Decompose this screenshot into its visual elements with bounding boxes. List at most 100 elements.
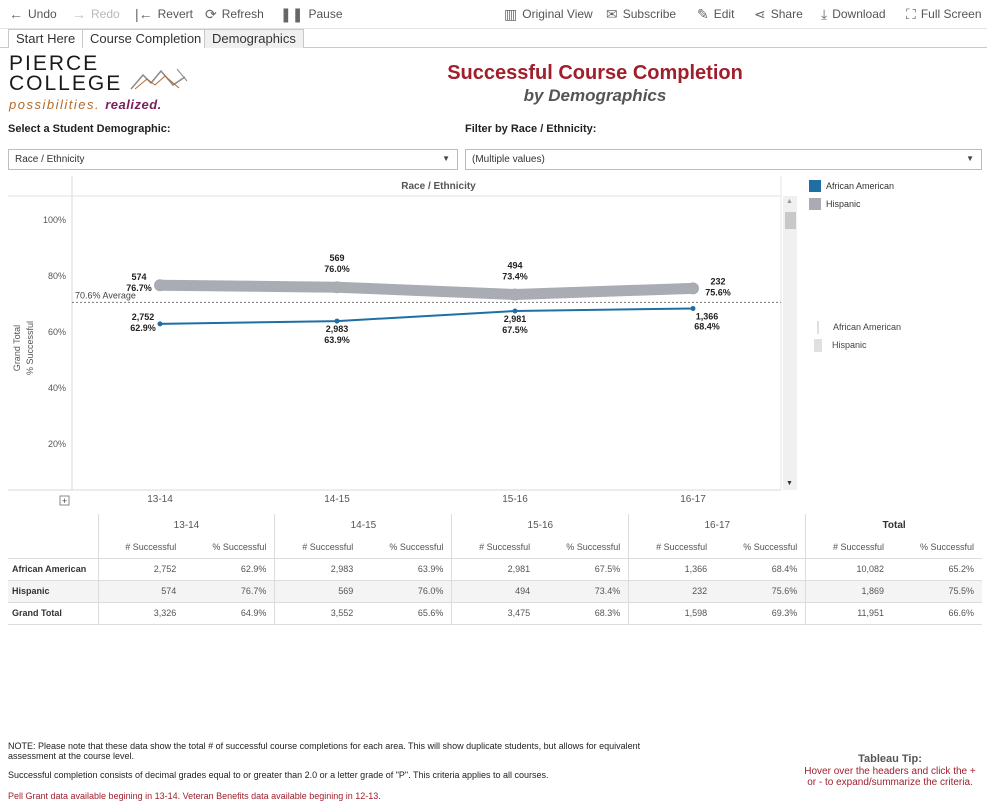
table-sub-header: # Successful [451,536,539,558]
line-chart: Race / Ethnicity 20% 40% 60% 80% 100% Grand To… [8,176,797,508]
data-label-count: 574 [131,272,146,282]
original-view-button[interactable]: ▥ Original View [504,7,593,21]
data-label-count: 2,752 [132,312,155,322]
table-cell: 73.4% [538,579,629,602]
scroll-thumb[interactable] [785,212,796,229]
data-label-count: 2,983 [326,324,349,334]
table-sub-header: % Successful [566,541,621,552]
data-point [154,279,166,292]
data-label-count: 569 [329,253,344,263]
legend-item-hispanic[interactable]: Hispanic [809,195,894,213]
demographic-select[interactable]: Race / Ethnicity ▼ [8,149,458,170]
data-label-percent: 67.5% [502,325,528,335]
page-title: Successful Course Completion [447,62,743,84]
table-cell: 2,752 [97,557,185,580]
table-year-header[interactable]: 13-14 [97,514,275,536]
table-row-label[interactable]: African American [8,557,98,580]
subscribe-label: Subscribe [622,7,677,21]
note-completion-criteria: Successful completion consists of decima… [8,770,549,780]
full-screen-button[interactable]: ⛶ Full Screen [906,7,982,21]
table-cell: 76.0% [361,579,452,602]
y-axis-label-2: % Successful [25,321,35,375]
table-year-header[interactable]: 14-15 [274,514,452,536]
undo-button[interactable]: ← Undo [9,7,57,21]
download-button[interactable]: ⤓ Download [821,7,886,21]
legend-item-african-american[interactable]: African American [809,177,894,195]
table-year-header[interactable]: 16-17 [628,514,806,536]
legend-swatch [809,180,821,192]
y-tick-label: 100% [43,215,66,225]
tip-line2: or - to expand/summarize the criteria. [807,777,973,788]
race-filter-label: Filter by Race / Ethnicity: [465,123,597,135]
demographic-filter-label: Select a Student Demographic: [8,123,171,135]
revert-button[interactable]: |← Revert [135,7,193,21]
data-label-percent: 73.4% [502,271,528,281]
data-label-percent: 75.6% [705,287,731,297]
table-sub-header: % Successful [389,541,444,552]
redo-button[interactable]: → Redo [72,7,120,21]
table-sub-header-row: # Successful % Successful # Successful %… [8,536,982,558]
tab-start-here[interactable]: Start Here [8,29,84,48]
table-cell: 63.9% [361,557,452,580]
demographic-select-value: Race / Ethnicity [15,154,85,165]
table-row-label[interactable]: Hispanic [8,579,98,602]
table-cell: 75.6% [715,579,806,602]
size-swatch [817,320,823,334]
pencil-icon: ✎ [697,6,709,22]
subscribe-button[interactable]: ✉ Subscribe [606,7,676,21]
table-cell: 494 [451,579,539,602]
data-point [157,321,163,327]
size-legend-item-african-american[interactable]: African American [814,318,901,336]
data-point [512,308,518,314]
chart-svg: Race / Ethnicity 20% 40% 60% 80% 100% Grand To… [8,176,782,506]
table-cell: 68.4% [715,557,806,580]
y-tick-label: 20% [48,439,66,449]
undo-label: Undo [28,7,57,21]
table-row-label[interactable]: Grand Total [8,601,98,625]
table-year-header[interactable]: 15-16 [451,514,629,536]
tab-course-completion[interactable]: Course Completion [82,29,210,48]
scroll-down-icon[interactable]: ▼ [786,480,793,487]
revert-icon: |← [135,6,153,22]
expand-plus-icon [59,495,70,506]
logo-line2: COLLEGE [9,72,123,95]
refresh-icon: ⟳ [205,6,217,22]
table-cell: 1,366 [628,557,716,580]
table-cell: 10,082 [805,557,893,580]
race-select[interactable]: (Multiple values) ▼ [465,149,982,170]
y-tick-label: 60% [48,327,66,337]
data-label-percent: 62.9% [130,323,156,333]
undo-arrow-icon: ← [9,6,23,22]
refresh-button[interactable]: ⟳ Refresh [205,7,264,21]
pause-button[interactable]: ❚❚ Pause [280,7,343,21]
tip-line1: Hover over the headers and click the + [804,766,976,777]
edit-button[interactable]: ✎ Edit [697,7,734,21]
chart-scrollbar[interactable]: ▲ ▼ [783,196,797,490]
table-cell: 67.5% [538,557,629,580]
chevron-down-icon: ▼ [966,154,974,163]
table-cell: 574 [97,579,185,602]
tip-heading: Tableau Tip: [858,753,922,765]
data-table: 13-14 14-15 15-16 16-17 Total # Successf… [8,514,982,625]
race-select-value: (Multiple values) [472,154,545,165]
logo-line1: PIERCE [9,52,100,75]
revert-label: Revert [157,7,193,21]
table-cell: 62.9% [184,557,275,580]
table-total-header[interactable]: Total [805,514,982,536]
redo-label: Redo [91,7,120,21]
share-button[interactable]: ⋖ Share [754,7,803,21]
scroll-up-icon[interactable]: ▲ [786,198,793,205]
table-cell: 1,869 [805,579,893,602]
tab-demographics[interactable]: Demographics [204,29,304,48]
y-tick-label: 40% [48,383,66,393]
chevron-down-icon: ▼ [442,154,450,163]
mail-icon: ✉ [606,6,618,22]
table-cell: 232 [628,579,716,602]
table-cell: 3,326 [97,601,185,625]
edit-label: Edit [713,7,735,21]
x-tick-label: 13-14 [147,494,173,505]
download-icon: ⤓ [821,6,828,22]
table-sub-header: # Successful [805,536,893,558]
table-year-header-row: 13-14 14-15 15-16 16-17 Total [8,514,982,536]
size-legend-item-hispanic[interactable]: Hispanic [814,336,901,354]
